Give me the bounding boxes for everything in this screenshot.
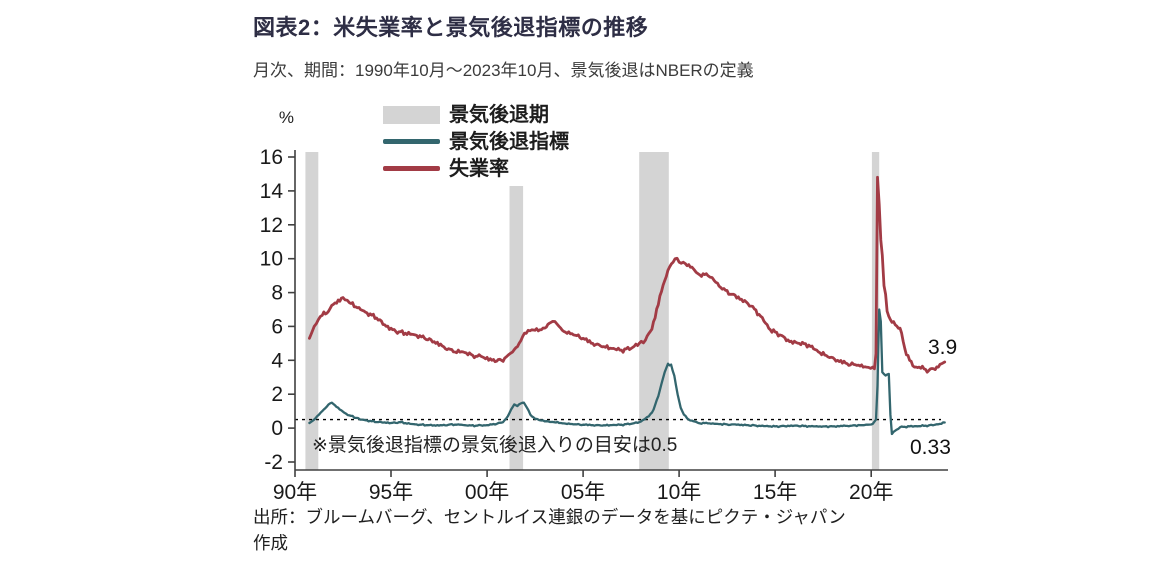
svg-text:0: 0 — [271, 417, 283, 440]
svg-text:-2: -2 — [264, 451, 283, 474]
svg-text:90年: 90年 — [273, 481, 317, 504]
legend-item-recession-indicator: 景気後退指標 — [383, 128, 569, 155]
unemployment-line-swatch — [383, 166, 440, 171]
svg-text:20年: 20年 — [849, 481, 893, 504]
svg-text:4: 4 — [271, 349, 283, 372]
legend-label: 景気後退指標 — [449, 130, 569, 153]
y-axis-unit-label: % — [278, 108, 294, 127]
svg-text:00年: 00年 — [465, 481, 509, 504]
chart-subtitle: 月次、期間：1990年10月～2023年10月、景気後退はNBERの定義 — [253, 61, 754, 80]
recession-band-swatch — [383, 105, 440, 124]
source-note: 出所：ブルームバーグ、セントルイス連銀のデータを基にピクテ・ジャパン 作成 — [253, 504, 846, 557]
unemployment-end-value: 3.9 — [928, 336, 958, 359]
threshold-note: ※景気後退指標の景気後退入りの目安は0.5 — [312, 435, 678, 456]
indicator-end-value: 0.33 — [910, 436, 951, 459]
indicator-line-swatch — [383, 139, 440, 144]
legend-label: 景気後退期 — [449, 103, 549, 126]
chart-legend: 景気後退期 景気後退指標 失業率 — [383, 99, 575, 186]
svg-text:10年: 10年 — [657, 481, 701, 504]
page-title: 図表2：米失業率と景気後退指標の推移 — [253, 15, 649, 40]
svg-text:8: 8 — [271, 282, 283, 305]
svg-text:15年: 15年 — [753, 481, 797, 504]
source-line-1: 出所：ブルームバーグ、セントルイス連銀のデータを基にピクテ・ジャパン — [253, 507, 846, 527]
svg-text:12: 12 — [260, 214, 283, 237]
legend-item-unemployment: 失業率 — [383, 155, 569, 182]
source-line-2: 作成 — [253, 533, 288, 554]
svg-text:14: 14 — [260, 180, 284, 203]
svg-text:6: 6 — [271, 315, 283, 338]
svg-text:95年: 95年 — [369, 481, 413, 504]
legend-item-recession-band: 景気後退期 — [383, 101, 569, 128]
svg-text:05年: 05年 — [561, 481, 605, 504]
svg-text:16: 16 — [260, 146, 283, 169]
svg-text:10: 10 — [260, 248, 283, 271]
legend-label: 失業率 — [449, 157, 509, 180]
svg-text:2: 2 — [271, 383, 283, 406]
